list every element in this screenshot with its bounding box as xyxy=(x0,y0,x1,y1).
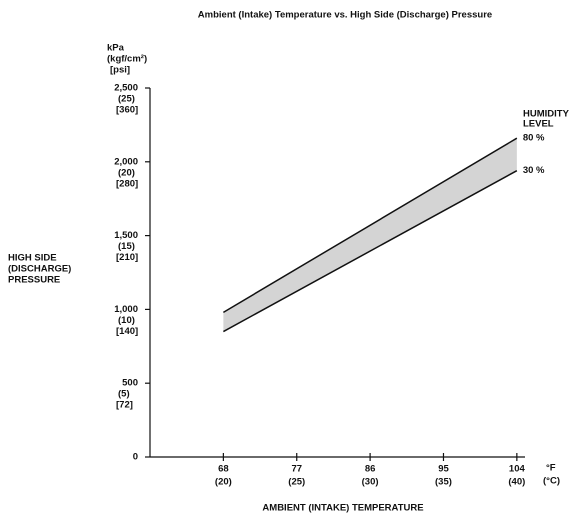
x-tick-label-celsius: (35) xyxy=(435,477,452,488)
series-label: 80 % xyxy=(523,133,545,144)
x-tick-label: 104 xyxy=(509,464,526,475)
x-tick-label-celsius: (40) xyxy=(508,477,525,488)
y-tick-label: 500 xyxy=(122,378,138,389)
x-tick-label: 68 xyxy=(218,464,229,475)
x-tick-label: 77 xyxy=(291,464,302,475)
y-tick-label-kgf: (5) xyxy=(118,389,130,400)
humidity-band xyxy=(223,138,517,332)
y-tick-label-psi: [140] xyxy=(116,326,138,337)
x-unit: (°C) xyxy=(543,476,560,487)
y-tick-label: 2,500 xyxy=(114,83,138,94)
y-tick-label-psi: [280] xyxy=(116,178,138,189)
y-tick-label: 1,000 xyxy=(114,304,138,315)
legend-title: HUMIDITY xyxy=(523,109,570,120)
y-tick-label: 2,000 xyxy=(114,156,138,167)
x-axis-title: AMBIENT (INTAKE) TEMPERATURE xyxy=(262,503,423,514)
y-tick-label: 1,500 xyxy=(114,230,138,241)
series-label: 30 % xyxy=(523,165,545,176)
y-tick-label-kgf: (20) xyxy=(118,167,135,178)
y-tick-label-psi: [72] xyxy=(116,400,133,411)
chart-title: Ambient (Intake) Temperature vs. High Si… xyxy=(198,10,492,21)
y-tick-label-psi: [360] xyxy=(116,105,138,116)
x-unit: °F xyxy=(546,463,556,474)
y-axis-title: HIGH SIDE xyxy=(8,253,57,264)
y-tick-label: 0 xyxy=(133,452,138,463)
x-tick-label: 95 xyxy=(438,464,449,475)
y-axis-label: [psi] xyxy=(110,65,130,76)
series-line xyxy=(222,137,518,313)
y-tick-label-kgf: (10) xyxy=(118,315,135,326)
y-tick-label-kgf: (25) xyxy=(118,94,135,105)
x-tick-label-celsius: (25) xyxy=(288,477,305,488)
x-tick-label: 86 xyxy=(365,464,376,475)
series-line xyxy=(223,169,518,333)
y-tick-label-psi: [210] xyxy=(116,252,138,263)
x-tick-label-celsius: (30) xyxy=(362,477,379,488)
x-tick-label-celsius: (20) xyxy=(215,477,232,488)
y-axis-title: (DISCHARGE) xyxy=(8,264,71,275)
y-axis-label: kPa xyxy=(107,43,125,54)
y-axis-title: PRESSURE xyxy=(8,275,60,286)
y-tick-label-kgf: (15) xyxy=(118,241,135,252)
legend-title: LEVEL xyxy=(523,119,554,130)
y-axis-label: (kgf/cm²) xyxy=(107,54,147,65)
